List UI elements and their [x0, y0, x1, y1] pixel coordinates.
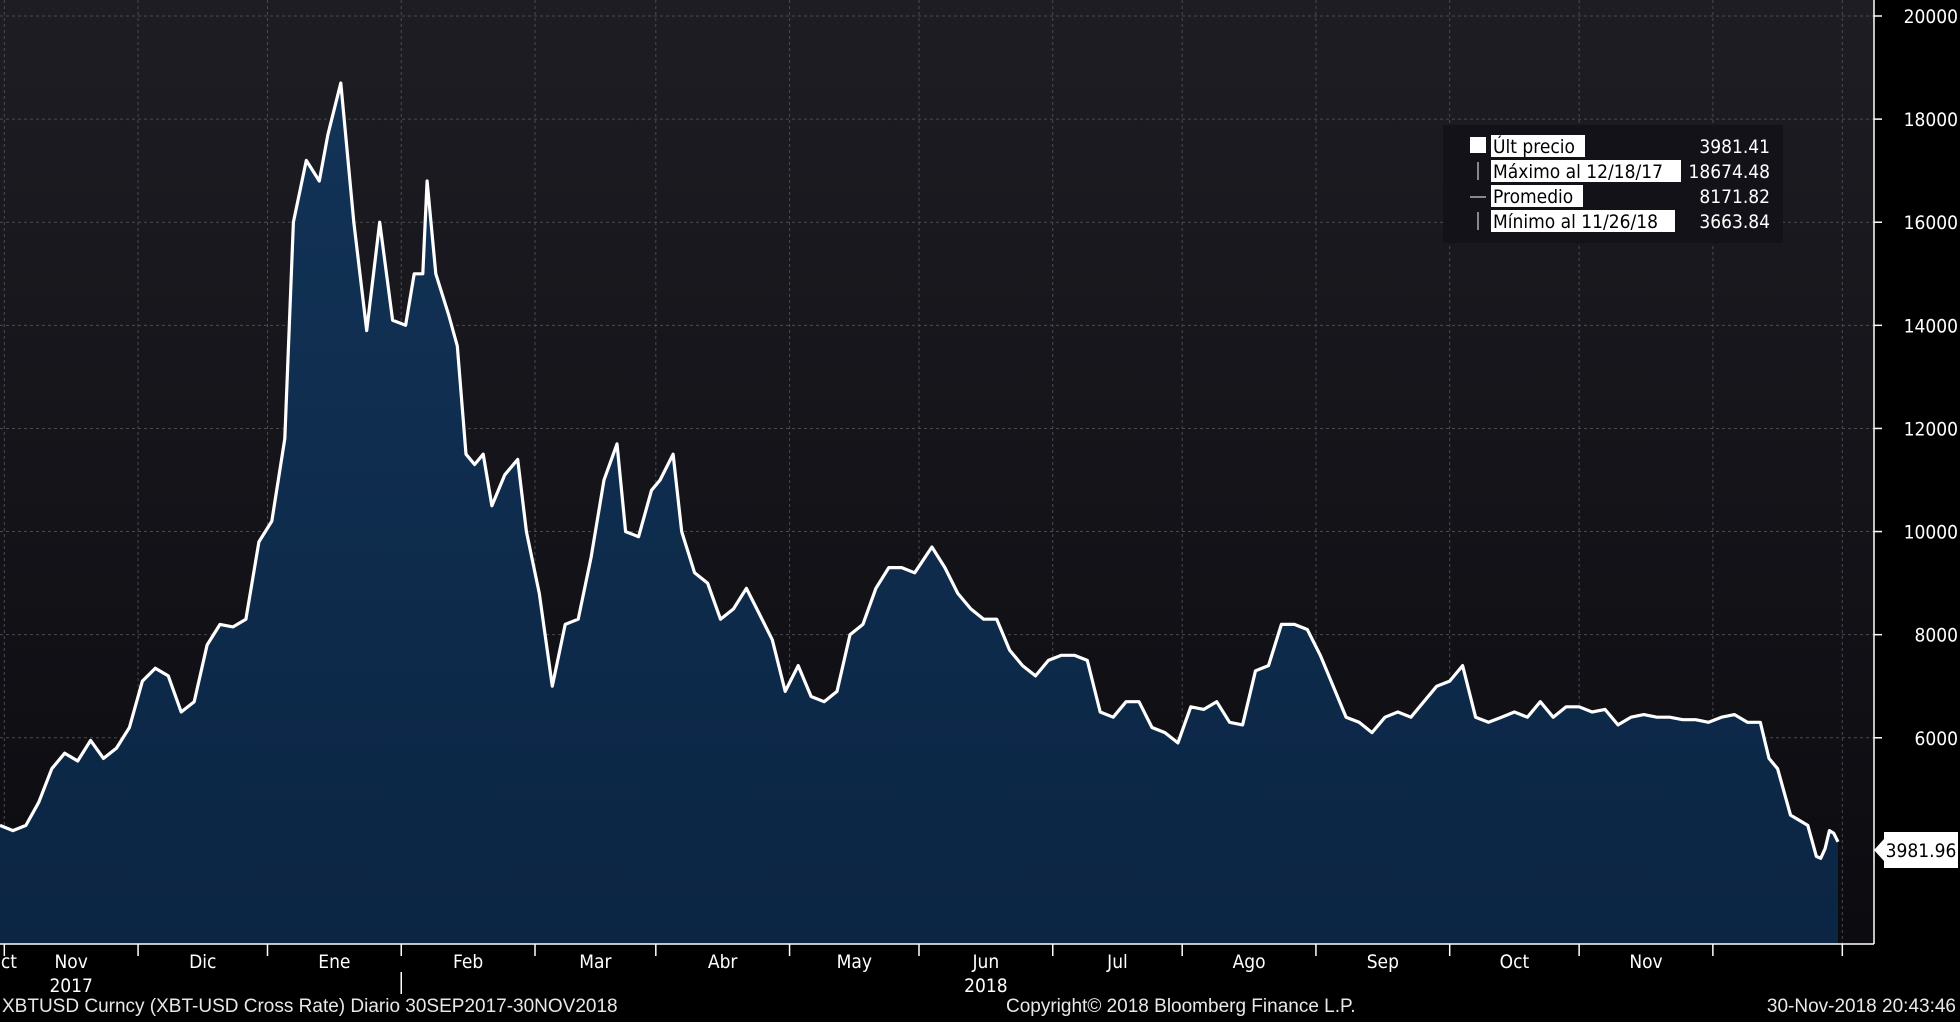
y-tick-label: 8000	[1915, 625, 1959, 647]
y-tick-label: 10000	[1904, 522, 1958, 544]
footer-timestamp: 30-Nov-2018 20:43:46	[1766, 996, 1956, 1017]
footer-ticker-info: XBTUSD Curncy (XBT-USD Cross Rate) Diari…	[2, 996, 618, 1017]
x-tick-label: Oct	[1500, 951, 1530, 973]
price-area	[0, 83, 1838, 944]
x-tick-label: Nov	[1629, 951, 1662, 973]
legend-label-bg	[1491, 185, 1583, 207]
x-tick-label: May	[837, 951, 872, 973]
legend-value-max: 18674.48	[1688, 161, 1770, 183]
legend-value-avg: 8171.82	[1699, 186, 1770, 208]
footer-copyright: Copyright© 2018 Bloomberg Finance L.P.	[1006, 996, 1356, 1017]
last-value-callout: 3981.96	[1874, 832, 1958, 868]
y-tick-label: 6000	[1915, 728, 1959, 750]
price-line	[0, 81, 1840, 860]
y-tick-label: 12000	[1904, 418, 1958, 440]
legend-label-last: Últ precio	[1493, 134, 1575, 158]
legend-entry-last: Últ precio 3981.41	[1470, 134, 1770, 158]
x-tick-label: Jul	[1106, 951, 1128, 973]
y-tick-label: 18000	[1904, 109, 1958, 131]
legend-label-bg	[1491, 135, 1585, 157]
legend-label-max: Máximo al 12/18/17	[1493, 161, 1663, 183]
x-tick-label: Dic	[189, 951, 216, 973]
legend-value-last: 3981.41	[1699, 136, 1770, 158]
x-tick-label: Ene	[318, 951, 350, 973]
legend-label-avg: Promedio	[1493, 186, 1573, 208]
last-value-label: 3981.96	[1886, 840, 1957, 862]
legend-entry-avg: Promedio 8171.82	[1470, 185, 1770, 208]
x-tick-label: Ago	[1233, 951, 1266, 973]
legend-swatch-last	[1470, 137, 1486, 153]
legend-label-bg	[1491, 210, 1675, 232]
x-tick-label: Feb	[453, 951, 483, 973]
y-tick-label: 16000	[1904, 212, 1958, 234]
x-tick-label: Mar	[579, 951, 612, 973]
y-tick-label: 20000	[1904, 6, 1958, 28]
x-tick-label: Sep	[1367, 951, 1399, 973]
legend-label-bg	[1491, 160, 1681, 182]
legend-label-min: Mínimo al 11/26/18	[1493, 211, 1658, 233]
x-tick-label: Jun	[972, 951, 1000, 973]
legend-entry-max: Máximo al 12/18/17 18674.48	[1477, 160, 1770, 183]
last-value-pointer	[1874, 839, 1884, 861]
legend: Últ precio 3981.41 Máximo al 12/18/17 18…	[1443, 125, 1783, 243]
y-tick-label: 14000	[1904, 315, 1958, 337]
x-tick-label: Nov	[55, 951, 88, 973]
last-value-box	[1884, 832, 1958, 868]
y-axis-ticks: 20000 18000 16000 14000 12000 10000 8000 6000	[1874, 6, 1958, 750]
x-tick-label: Oct	[0, 951, 17, 973]
legend-value-min: 3663.84	[1699, 211, 1770, 233]
x-axis-ticks: Oct Nov Dic Ene Feb Mar Abr May Jun Jul Ago Sep Oct N…	[0, 944, 1844, 997]
x-year-label: 2017	[49, 975, 93, 997]
legend-entry-min: Mínimo al 11/26/18 3663.84	[1477, 210, 1770, 233]
x-tick-label: Abr	[708, 951, 739, 973]
x-year-label: 2018	[964, 975, 1008, 997]
